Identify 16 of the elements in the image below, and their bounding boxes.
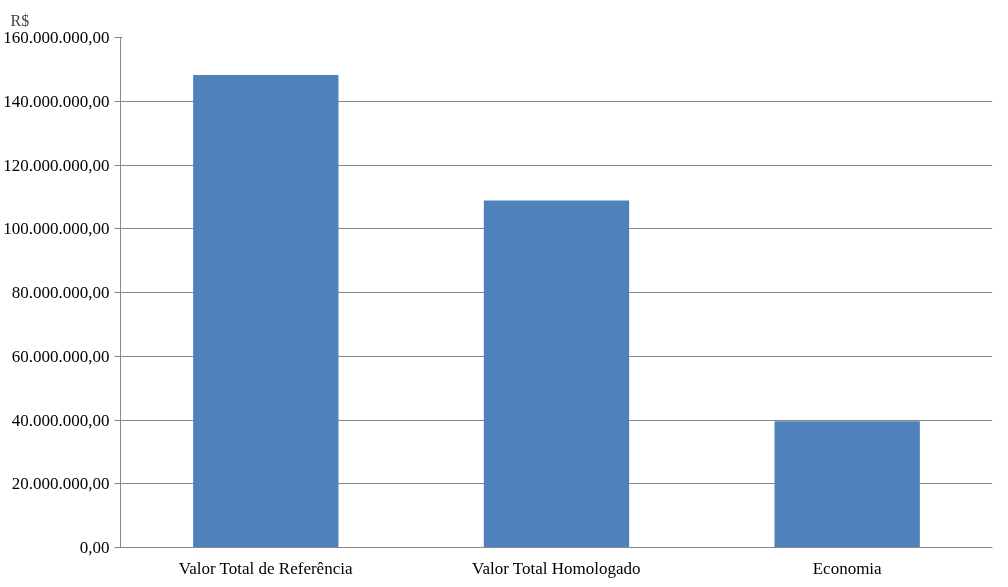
bar <box>483 200 630 548</box>
y-tick-label: 120.000.000,00 <box>3 155 110 175</box>
bar <box>193 75 339 548</box>
x-tick-label: Valor Total Homologado <box>472 558 641 578</box>
y-tick-label: 140.000.000,00 <box>3 91 110 111</box>
x-tick-label: Economia <box>812 558 883 578</box>
y-tick-label: 60.000.000,00 <box>11 346 110 366</box>
y-tick-label: 80.000.000,00 <box>11 283 110 302</box>
y-axis-title: R$ <box>10 11 30 29</box>
x-tick-label: Valor Total de Referência <box>178 558 353 578</box>
y-tick-label: 100.000.000,00 <box>3 219 110 239</box>
y-tick-label: 0,00 <box>79 538 110 557</box>
y-tick-label: 40.000.000,00 <box>11 410 110 430</box>
bar <box>774 421 920 548</box>
y-tick-label: 160.000.000,00 <box>3 28 110 47</box>
y-tick-label: 20.000.000,00 <box>11 474 110 494</box>
